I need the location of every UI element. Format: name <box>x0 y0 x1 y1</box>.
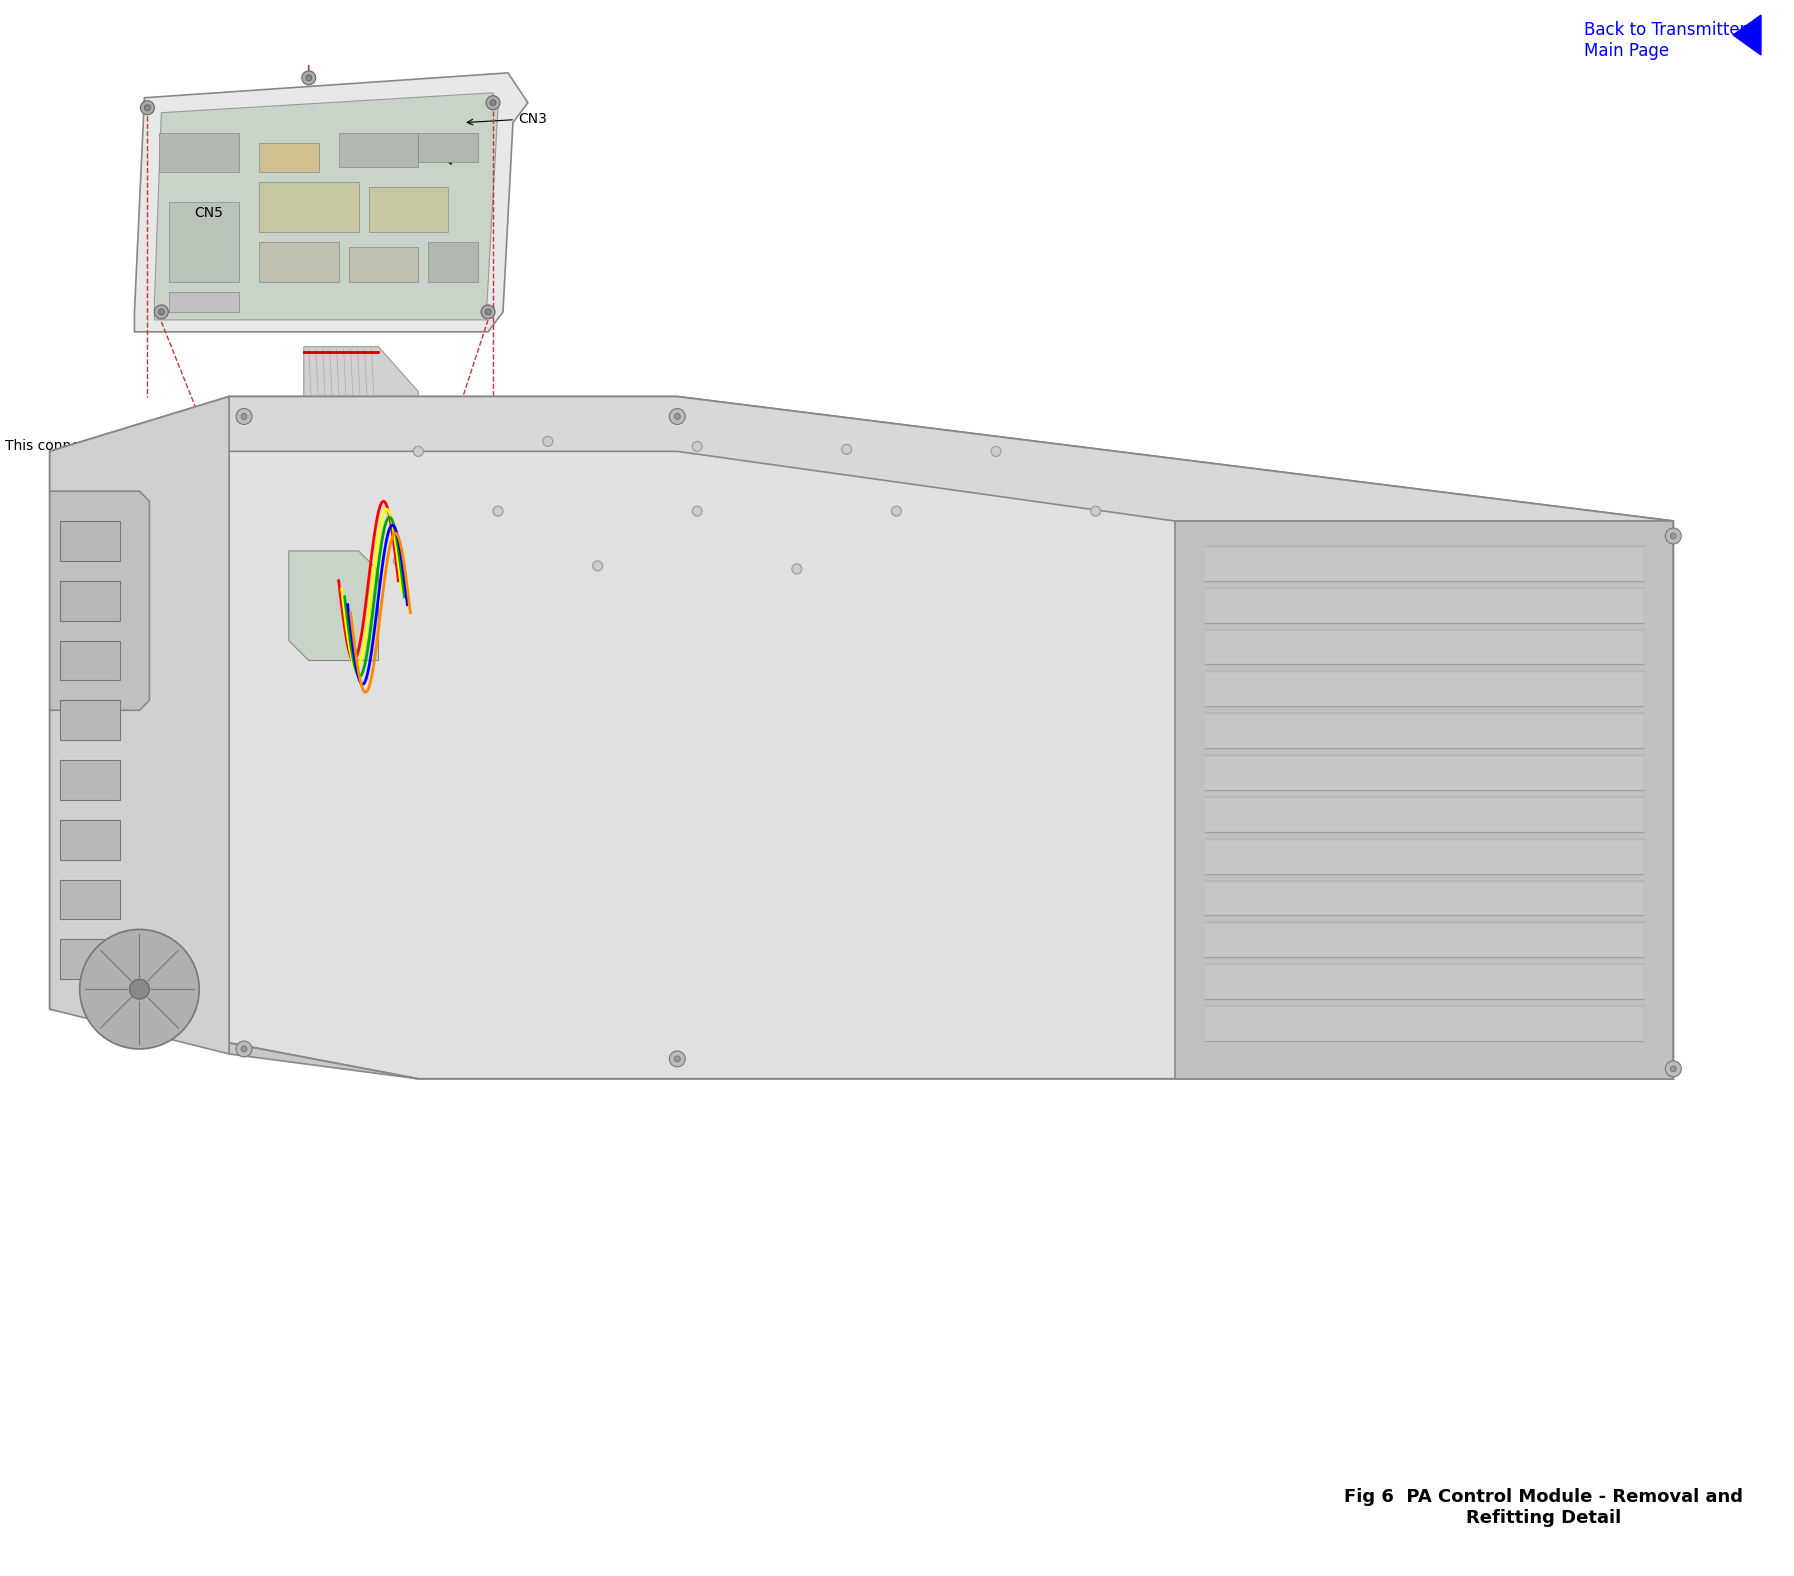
Circle shape <box>669 1051 685 1067</box>
Text: CN3: CN3 <box>466 112 547 126</box>
Text: Back to Transmitter
Main Page: Back to Transmitter Main Page <box>1584 20 1746 60</box>
Circle shape <box>1670 533 1676 539</box>
Circle shape <box>892 506 901 515</box>
Polygon shape <box>1733 16 1762 55</box>
Circle shape <box>237 408 251 424</box>
Polygon shape <box>230 397 1674 522</box>
Circle shape <box>158 309 165 315</box>
Circle shape <box>990 446 1001 457</box>
Circle shape <box>1670 1065 1676 1072</box>
Bar <box>59 700 120 741</box>
Text: CN5: CN5 <box>312 545 368 574</box>
Circle shape <box>592 561 603 571</box>
Circle shape <box>675 1056 680 1062</box>
Circle shape <box>240 413 248 419</box>
Polygon shape <box>50 397 1674 1080</box>
Polygon shape <box>154 93 499 320</box>
Polygon shape <box>50 397 230 1054</box>
Circle shape <box>692 506 701 515</box>
Bar <box>59 820 120 860</box>
Polygon shape <box>289 552 379 660</box>
Bar <box>258 243 339 282</box>
Circle shape <box>675 413 680 419</box>
Bar <box>258 142 319 172</box>
Circle shape <box>484 309 492 315</box>
Circle shape <box>240 1046 248 1051</box>
Circle shape <box>413 446 423 457</box>
Polygon shape <box>50 492 149 711</box>
Circle shape <box>481 304 495 318</box>
Circle shape <box>129 979 149 999</box>
Polygon shape <box>135 72 527 333</box>
Bar <box>59 640 120 681</box>
Circle shape <box>1091 506 1100 515</box>
Bar <box>59 522 120 561</box>
Bar <box>368 188 448 232</box>
Circle shape <box>1665 528 1681 544</box>
Bar <box>418 132 477 162</box>
Text: This connector will twist on itself: This connector will twist on itself <box>5 440 231 519</box>
Bar <box>169 202 239 282</box>
Circle shape <box>140 101 154 115</box>
Bar <box>429 243 477 282</box>
Circle shape <box>544 437 553 446</box>
Bar <box>59 879 120 919</box>
Polygon shape <box>50 451 418 1080</box>
Circle shape <box>692 441 701 451</box>
Circle shape <box>493 506 502 515</box>
Bar <box>59 582 120 621</box>
Bar <box>160 132 239 172</box>
Bar <box>339 132 418 167</box>
Circle shape <box>79 930 199 1050</box>
Circle shape <box>486 96 501 110</box>
Circle shape <box>669 408 685 424</box>
Circle shape <box>1665 1061 1681 1076</box>
Bar <box>258 183 359 232</box>
Circle shape <box>145 104 151 110</box>
Polygon shape <box>303 347 418 451</box>
Bar <box>59 760 120 801</box>
Circle shape <box>791 564 802 574</box>
Circle shape <box>305 74 312 80</box>
Circle shape <box>154 304 169 318</box>
Circle shape <box>301 71 316 85</box>
Text: Fig 6  PA Control Module - Removal and
Refitting Detail: Fig 6 PA Control Module - Removal and Re… <box>1344 1488 1744 1527</box>
Text: CN5: CN5 <box>194 206 222 221</box>
Text: CN4: CN4 <box>434 151 463 165</box>
Circle shape <box>237 1042 251 1057</box>
Circle shape <box>490 99 495 106</box>
Polygon shape <box>1175 522 1674 1080</box>
Bar <box>59 939 120 979</box>
Circle shape <box>841 444 852 454</box>
Text: CN4: CN4 <box>352 600 418 629</box>
Circle shape <box>393 556 404 566</box>
Bar <box>169 292 239 312</box>
Bar <box>348 247 418 282</box>
